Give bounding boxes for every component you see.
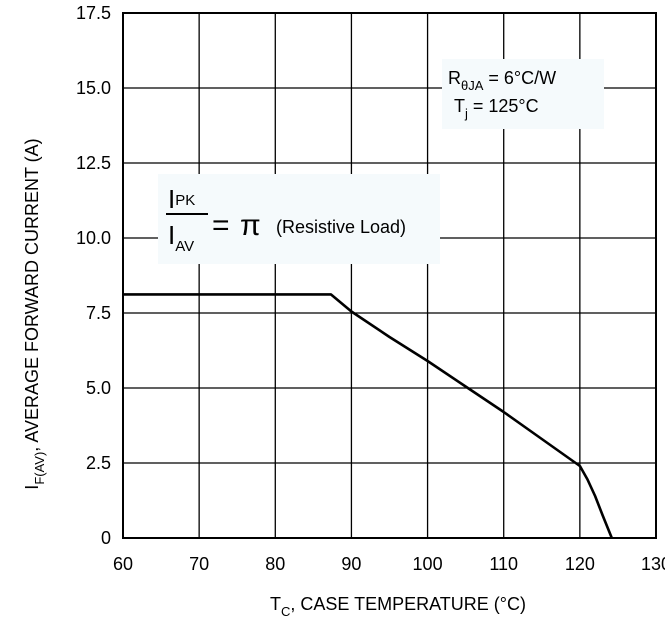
x-tick-label: 80: [265, 554, 285, 574]
rtheta-annotation-bg: [442, 59, 604, 129]
x-tick-labels: 60 70 80 90 100 110 120 130: [113, 554, 665, 574]
tj-annotation: Tj = 125°C: [454, 96, 539, 121]
ratio-equals: =: [212, 209, 230, 242]
y-tick-label: 12.5: [76, 153, 111, 173]
rtheta-annotation: RθJA = 6°C/W: [448, 68, 556, 93]
x-tick-label: 60: [113, 554, 133, 574]
x-tick-label: 110: [489, 554, 518, 574]
ratio-denominator: IAV: [168, 220, 194, 255]
y-tick-label: 0: [101, 528, 111, 548]
plot-border: [122, 12, 657, 539]
x-tick-label: 130: [641, 554, 665, 574]
plot-frame: [122, 12, 657, 539]
y-tick-label: 10.0: [76, 228, 111, 248]
x-tick-label: 120: [565, 554, 595, 574]
y-tick-label: 2.5: [86, 453, 111, 473]
x-tick-label: 90: [341, 554, 361, 574]
x-axis-label: TC, CASE TEMPERATURE (°C): [270, 594, 526, 618]
series-group: [123, 293, 614, 539]
x-tick-label: 70: [189, 554, 209, 574]
ratio-annotation-bg: [158, 174, 440, 264]
y-tick-label: 5.0: [86, 378, 111, 398]
y-tick-label: 17.5: [76, 3, 111, 23]
y-tick-labels: 0 2.5 5.0 7.5 10.0 12.5 15.0 17.5: [76, 3, 111, 548]
ratio-pi: π: [240, 209, 261, 242]
y-tick-label: 15.0: [76, 78, 111, 98]
series-line: [123, 293, 614, 539]
annotation-backgrounds: [158, 59, 604, 264]
ratio-numerator: IPK: [168, 184, 195, 214]
ratio-note: (Resistive Load): [276, 217, 406, 237]
x-tick-label: 100: [413, 554, 443, 574]
y-axis-label: IF(AV), AVERAGE FORWARD CURRENT (A): [22, 138, 47, 489]
y-tick-label: 7.5: [86, 303, 111, 323]
